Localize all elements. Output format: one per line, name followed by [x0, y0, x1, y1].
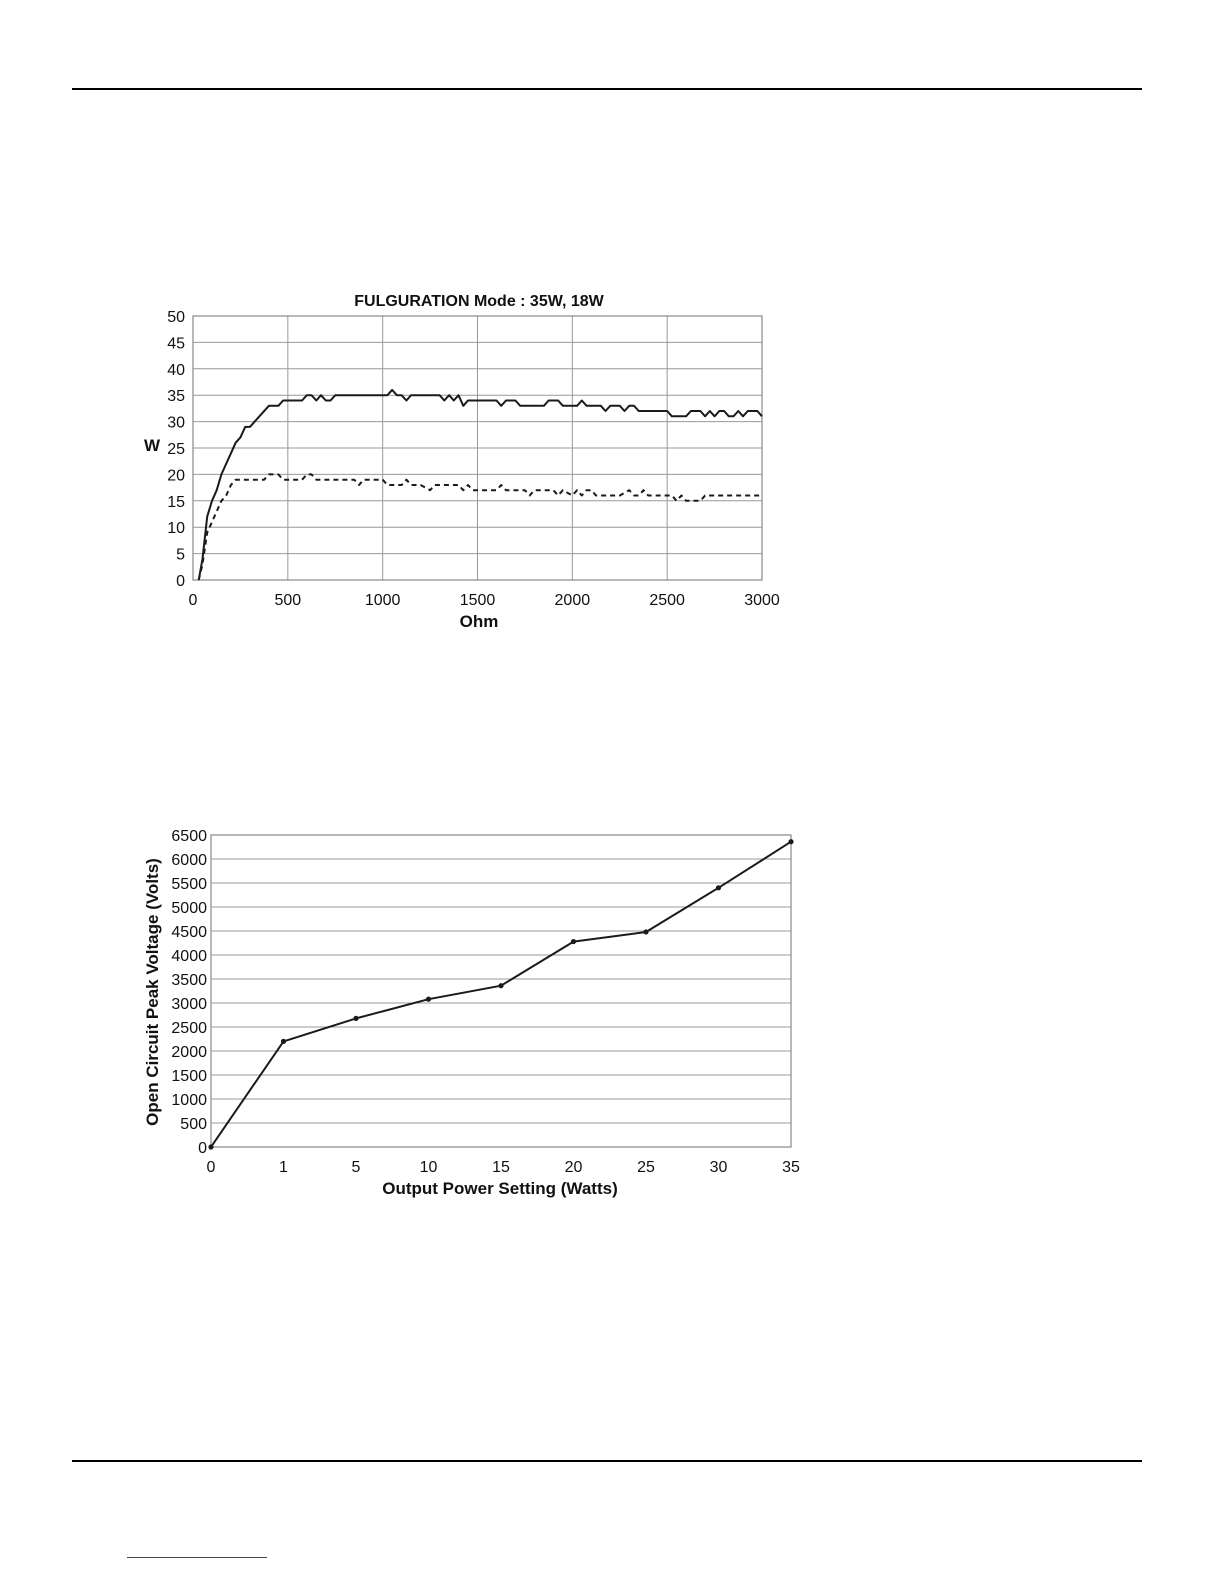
- y-tick-label: 50: [167, 309, 185, 326]
- data-point: [280, 1038, 287, 1044]
- data-point: [788, 839, 794, 845]
- x-tick-label: 25: [637, 1159, 655, 1176]
- plot-frame: [192, 315, 763, 581]
- data-point: [570, 938, 577, 945]
- y-tick-label: 4500: [171, 924, 207, 941]
- data-point: [208, 1144, 214, 1150]
- y-axis-title: W: [144, 436, 161, 455]
- x-tick-label: 10: [420, 1159, 438, 1176]
- y-tick-label: 6000: [171, 852, 207, 869]
- y-tick-label: 500: [180, 1116, 207, 1133]
- x-tick-label: 1500: [460, 592, 496, 609]
- y-tick-label: 25: [167, 441, 185, 458]
- x-tick-label: 2000: [555, 592, 591, 609]
- y-tick-label: 0: [176, 573, 185, 590]
- chart-title: FULGURATION Mode : 35W, 18W: [354, 293, 604, 310]
- data-point: [643, 929, 649, 935]
- data-point: [425, 996, 432, 1002]
- y-tick-label: 3500: [171, 972, 207, 989]
- x-tick-label: 35: [782, 1159, 800, 1176]
- x-tick-label: 5: [352, 1159, 361, 1176]
- x-tick-label: 500: [274, 592, 301, 609]
- y-tick-label: 3000: [171, 996, 207, 1013]
- y-tick-label: 40: [167, 362, 185, 379]
- x-tick-label: 0: [189, 592, 198, 609]
- y-tick-label: 15: [167, 494, 185, 511]
- y-tick-label: 30: [167, 415, 185, 432]
- open-circuit-voltage-chart: 0 500 1000 1500 2000 2500 3000 3500 4000 4500 5000…: [143, 828, 800, 1198]
- series-line-dashed: [197, 473, 762, 581]
- x-tick-label: 3000: [744, 592, 780, 609]
- y-tick-label: 1000: [171, 1092, 207, 1109]
- y-tick-label: 6500: [171, 828, 207, 845]
- y-tick-label: 2500: [171, 1020, 207, 1037]
- x-tick-label: 1: [279, 1159, 288, 1176]
- series-line-solid: [197, 388, 763, 581]
- header-rule: [72, 88, 1142, 90]
- series-line: [210, 840, 792, 1148]
- x-axis-title: Output Power Setting (Watts): [382, 1179, 617, 1198]
- x-tick-label: 20: [565, 1159, 583, 1176]
- fulguration-power-chart: FULGURATION Mode : 35W, 18W 0 5 10 15 20 25 30…: [144, 293, 780, 631]
- y-tick-label: 35: [167, 388, 185, 405]
- y-tick-label: 5500: [171, 876, 207, 893]
- y-tick-label: 10: [167, 520, 185, 537]
- x-axis-title: Ohm: [460, 612, 499, 631]
- x-tick-label: 30: [710, 1159, 728, 1176]
- x-tick-label: 0: [207, 1159, 216, 1176]
- data-point: [715, 885, 722, 891]
- x-tick-label: 1000: [365, 592, 401, 609]
- y-tick-label: 5: [176, 547, 185, 564]
- footer-rule: [72, 1460, 1142, 1462]
- x-tick-label: 2500: [649, 592, 685, 609]
- y-tick-label: 4000: [171, 948, 207, 965]
- y-tick-label: 0: [198, 1140, 207, 1157]
- plot-area: 0 500 1000 1500 2000 2500 3000 3500 4000 4500 5000…: [171, 828, 800, 1176]
- y-tick-label: 20: [167, 467, 185, 484]
- y-tick-label: 2000: [171, 1044, 207, 1061]
- y-tick-label: 1500: [171, 1068, 207, 1085]
- y-tick-label: 5000: [171, 900, 207, 917]
- y-tick-label: 45: [167, 335, 185, 352]
- x-tick-label: 15: [492, 1159, 510, 1176]
- footer-link-underline[interactable]: [127, 1557, 267, 1558]
- data-point: [498, 983, 504, 989]
- plot-frame: [210, 834, 792, 1148]
- data-point: [353, 1015, 359, 1021]
- y-axis-title: Open Circuit Peak Voltage (Volts): [143, 858, 162, 1126]
